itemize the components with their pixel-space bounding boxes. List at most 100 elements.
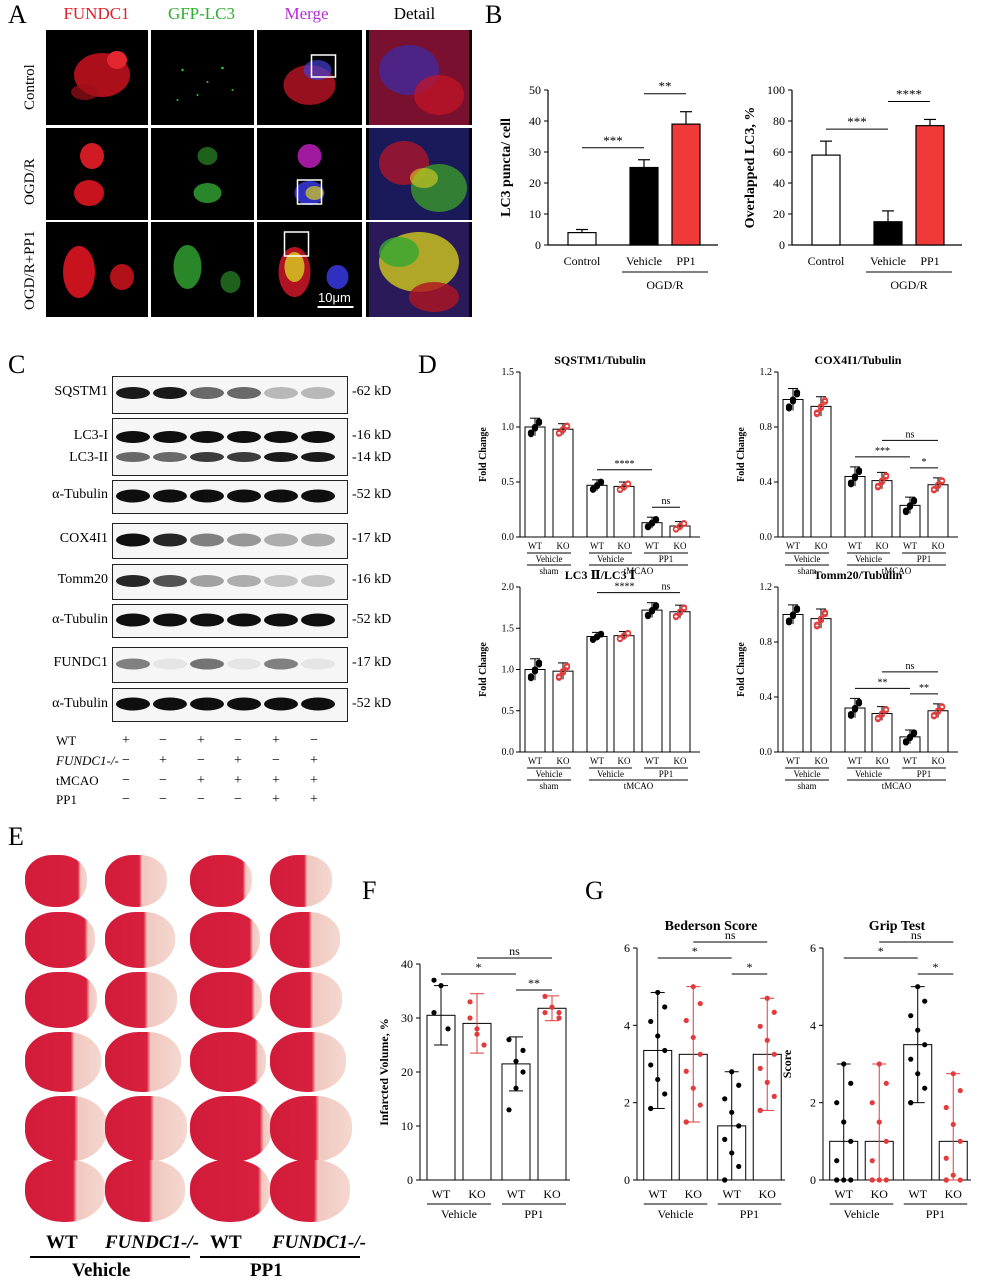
d-y-tick-label: 1.0 (502, 422, 515, 433)
d-point (620, 483, 628, 490)
d-group-label: sham (540, 566, 559, 576)
g1-point (957, 1138, 963, 1144)
brain-slice (190, 972, 262, 1028)
d-sig-label: ns (906, 429, 915, 440)
d-point (817, 403, 825, 410)
blot-band (227, 613, 261, 627)
g0-point (771, 1093, 777, 1099)
band-name-tubulin-1: α-Tubulin (52, 487, 108, 502)
condition-value: + (310, 773, 318, 788)
d-point (906, 733, 914, 741)
blot-band (116, 431, 150, 443)
d-point (793, 389, 801, 396)
label-e-fundc1-1-text: FUNDC1-/- (105, 1232, 199, 1253)
g0-point (722, 1177, 728, 1183)
blot-band (116, 452, 150, 462)
panel-label-b: B (485, 0, 503, 29)
d-point (855, 698, 863, 705)
blot-band (264, 452, 298, 462)
g1-point (915, 1027, 921, 1033)
d-point (616, 486, 624, 493)
b-y-axis-label: Overlapped LC3, % (743, 107, 758, 229)
d-y-tick-label: 0.4 (760, 477, 773, 488)
brain-slice (25, 1096, 107, 1162)
g0-point (764, 1037, 770, 1043)
g0-point (648, 1105, 654, 1112)
blot-cox4i1 (112, 523, 348, 559)
label-e-wt-2: WT (210, 1232, 242, 1253)
d-y-tick-label: 0.4 (760, 692, 773, 703)
d-bar (871, 480, 893, 538)
f-y-tick-label: 10 (401, 1119, 413, 1133)
blot-band (227, 697, 261, 711)
g0-point (655, 1033, 661, 1039)
g0-y-tick-label: 2 (624, 1096, 630, 1110)
blot-band (301, 697, 335, 711)
brain-slice (190, 1032, 266, 1092)
blot-band (190, 452, 224, 462)
row-label-ogdr-pp1: OGD/R+PP1 (22, 230, 38, 310)
g1-sig-label: * (878, 944, 884, 958)
d-y-tick-label: 0.8 (760, 422, 773, 433)
blot-sqstm1 (112, 376, 348, 414)
g1-point (883, 1177, 889, 1183)
d-point (910, 496, 918, 504)
g0-point (655, 1076, 661, 1083)
g0-point (736, 1082, 742, 1088)
d-point (559, 668, 567, 675)
d-bar (810, 405, 832, 538)
g0-point (697, 1000, 703, 1007)
g1-point (841, 1177, 847, 1183)
g1-point (841, 1061, 847, 1067)
condition-label: PP1 (56, 792, 77, 807)
blot-band (190, 431, 224, 443)
blot-band (190, 489, 224, 503)
blot-band (227, 452, 261, 462)
brain-slice (105, 1032, 181, 1092)
g1-y-tick-label: 6 (810, 941, 816, 955)
micro-control-detail (366, 30, 472, 125)
blot-band (227, 533, 261, 547)
g1-point (848, 1080, 854, 1086)
d-bar (586, 636, 608, 753)
g0-point (729, 1069, 735, 1075)
blot-lc3 (112, 418, 348, 476)
blot-band (153, 658, 187, 670)
f-group-label: PP1 (524, 1207, 543, 1221)
g0-point (729, 1150, 735, 1156)
g1-point (883, 1138, 889, 1144)
d-chart-1: COX4I1/Tubulin 0.0 0.4 0.8 1.2 Fold Change WT K… (736, 353, 958, 576)
blot-band (153, 533, 187, 547)
d-x-tick-label: WT (645, 756, 659, 766)
condition-value: + (159, 753, 167, 768)
blot-band (264, 613, 298, 627)
d-y-tick-label: 1.5 (502, 623, 515, 634)
g1-point (883, 1080, 889, 1086)
d-sig-label: * (922, 457, 927, 468)
kd-sqstm1: -62 kD (352, 384, 392, 399)
d-sig-label: **** (615, 582, 635, 593)
b-bar (629, 166, 659, 246)
panel-label-g: G (585, 876, 604, 905)
g1-point (922, 1085, 928, 1091)
blot-band (301, 387, 335, 399)
blot-band (116, 613, 150, 627)
d-y-tick-label: 0.0 (760, 532, 773, 543)
d-point (597, 478, 605, 485)
d-chart-title: LC3 Ⅱ/LC3 Ⅰ (565, 568, 636, 582)
d-y-tick-label: 0.0 (502, 532, 515, 543)
d-point (878, 710, 886, 717)
f-point (506, 1037, 512, 1043)
f-y-tick-label: 20 (401, 1065, 413, 1079)
f-point (467, 1015, 473, 1021)
d-y-tick-label: 1.2 (760, 367, 773, 378)
g1-point (876, 1119, 882, 1125)
b-chart-1: 0 20 40 60 80 100 Overlapped LC3, % Control Vehi… (743, 83, 962, 292)
f-point (542, 1010, 548, 1016)
g0-point (757, 1023, 763, 1029)
d-x-tick-label: WT (528, 541, 542, 551)
condition-label: tMCAO (56, 773, 99, 788)
b-y-tick-label: 20 (529, 176, 541, 190)
b-chart-0: 0 10 20 30 40 50 LC3 puncta/ cell Control Vehicl… (499, 80, 718, 292)
d-point (785, 617, 793, 624)
